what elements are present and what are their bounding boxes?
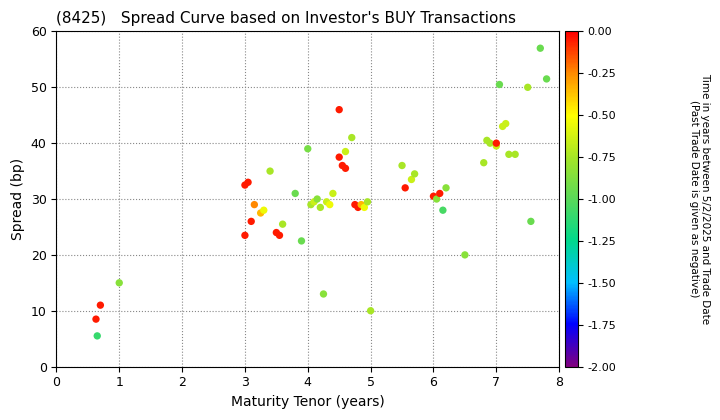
Point (503, 151, 515, 158)
Point (271, 229, 282, 236)
Point (352, 204, 364, 211)
Point (534, 45, 546, 52)
Point (346, 134, 358, 141)
Point (400, 184, 411, 191)
Point (522, 84, 534, 91)
Point (485, 140, 496, 147)
Point (340, 165, 351, 172)
Point (459, 252, 471, 258)
Point (437, 207, 449, 213)
Point (500, 120, 511, 127)
Point (264, 168, 276, 174)
Point (333, 154, 345, 160)
Point (510, 151, 521, 158)
Point (318, 291, 329, 297)
Point (494, 81, 505, 88)
Point (428, 193, 439, 199)
Point (356, 201, 367, 208)
Point (243, 179, 254, 186)
Point (302, 145, 313, 152)
Point (90, 316, 102, 323)
Point (497, 123, 508, 130)
Point (361, 199, 373, 205)
Point (315, 204, 326, 211)
Point (274, 232, 285, 239)
Point (248, 201, 260, 208)
Point (324, 201, 336, 208)
Point (434, 190, 446, 197)
Point (327, 190, 338, 197)
Point (336, 162, 348, 169)
Point (258, 207, 269, 213)
Point (440, 184, 451, 191)
Point (340, 148, 351, 155)
Point (405, 176, 417, 183)
Point (239, 182, 251, 189)
Point (359, 204, 370, 211)
Text: (8425)   Spread Curve based on Investor's BUY Transactions: (8425) Spread Curve based on Investor's … (56, 11, 516, 26)
Point (349, 201, 361, 208)
Point (114, 279, 125, 286)
Point (308, 199, 320, 205)
Point (333, 106, 345, 113)
Point (91, 333, 103, 339)
Point (478, 159, 490, 166)
Point (277, 221, 289, 228)
Y-axis label: Spread (bp): Spread (bp) (11, 158, 25, 240)
Point (296, 238, 307, 244)
Point (525, 218, 536, 225)
Point (289, 190, 301, 197)
X-axis label: Maturity Tenor (years): Maturity Tenor (years) (231, 395, 384, 409)
Point (305, 201, 317, 208)
Point (312, 196, 323, 202)
Point (541, 76, 552, 82)
Point (255, 210, 266, 216)
Point (490, 140, 502, 147)
Point (246, 218, 257, 225)
Point (431, 196, 442, 202)
Point (321, 199, 333, 205)
Point (396, 162, 408, 169)
Point (409, 171, 420, 177)
Point (365, 307, 377, 314)
Y-axis label: Time in years between 5/2/2025 and Trade Date
(Past Trade Date is given as negat: Time in years between 5/2/2025 and Trade… (689, 74, 711, 325)
Point (94, 302, 106, 309)
Point (481, 137, 492, 144)
Point (239, 232, 251, 239)
Point (490, 143, 502, 150)
